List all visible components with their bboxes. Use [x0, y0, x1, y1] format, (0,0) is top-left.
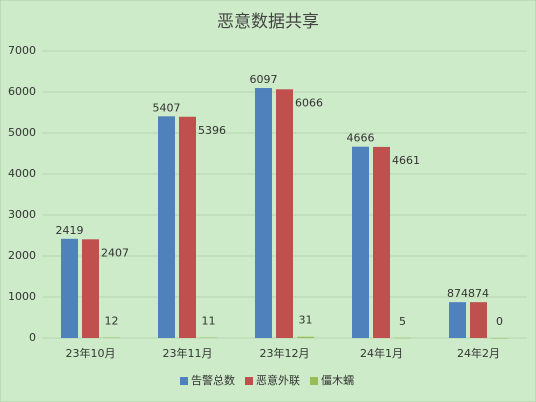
bar: [255, 88, 272, 338]
legend-label: 告警总数: [191, 373, 235, 387]
data-label: 874: [447, 287, 468, 300]
legend-swatch: [245, 377, 253, 385]
legend-label: 僵木蠕: [321, 374, 354, 387]
x-tick-label: 23年11月: [163, 346, 213, 360]
bar: [276, 89, 293, 338]
x-tick-label: 23年12月: [260, 346, 310, 360]
bar: [449, 302, 466, 338]
x-tick-label: 23年10月: [66, 346, 116, 360]
data-label: 5396: [198, 124, 226, 137]
data-label: 11: [202, 315, 216, 328]
bar: [200, 337, 217, 339]
y-tick-label: 1000: [8, 290, 36, 303]
bar: [82, 239, 99, 338]
bar: [373, 146, 390, 338]
data-label: 6066: [295, 96, 323, 109]
y-tick-label: 7000: [8, 44, 36, 57]
bar: [394, 337, 411, 339]
bar: [103, 337, 120, 339]
data-label: 4661: [392, 154, 420, 167]
y-tick-label: 5000: [8, 126, 36, 139]
bar: [470, 302, 487, 338]
bar: [352, 146, 369, 338]
data-label: 4666: [347, 132, 375, 145]
data-label: 5407: [153, 101, 181, 114]
bar: [491, 338, 508, 339]
y-tick-label: 2000: [8, 249, 36, 262]
y-tick-label: 4000: [8, 167, 36, 180]
legend-swatch: [180, 377, 188, 385]
bar: [61, 238, 78, 338]
y-tick-label: 3000: [8, 208, 36, 221]
x-tick-label: 24年2月: [457, 346, 500, 360]
bar: [297, 336, 314, 338]
bar: [158, 116, 175, 338]
data-label: 31: [299, 314, 313, 327]
legend-swatch: [310, 377, 318, 385]
data-label: 5: [399, 315, 406, 328]
data-label: 0: [496, 315, 503, 328]
data-label: 2407: [101, 246, 129, 259]
data-label: 6097: [250, 73, 278, 86]
chart-title: 恶意数据共享: [217, 12, 319, 32]
data-label: 2419: [56, 224, 84, 237]
data-label: 12: [105, 315, 119, 328]
y-tick-label: 6000: [8, 85, 36, 98]
bar: [179, 116, 196, 338]
x-tick-label: 24年1月: [360, 346, 403, 360]
y-tick-label: 0: [29, 331, 36, 344]
data-label: 874: [468, 287, 489, 300]
legend-label: 恶意外联: [256, 373, 300, 387]
